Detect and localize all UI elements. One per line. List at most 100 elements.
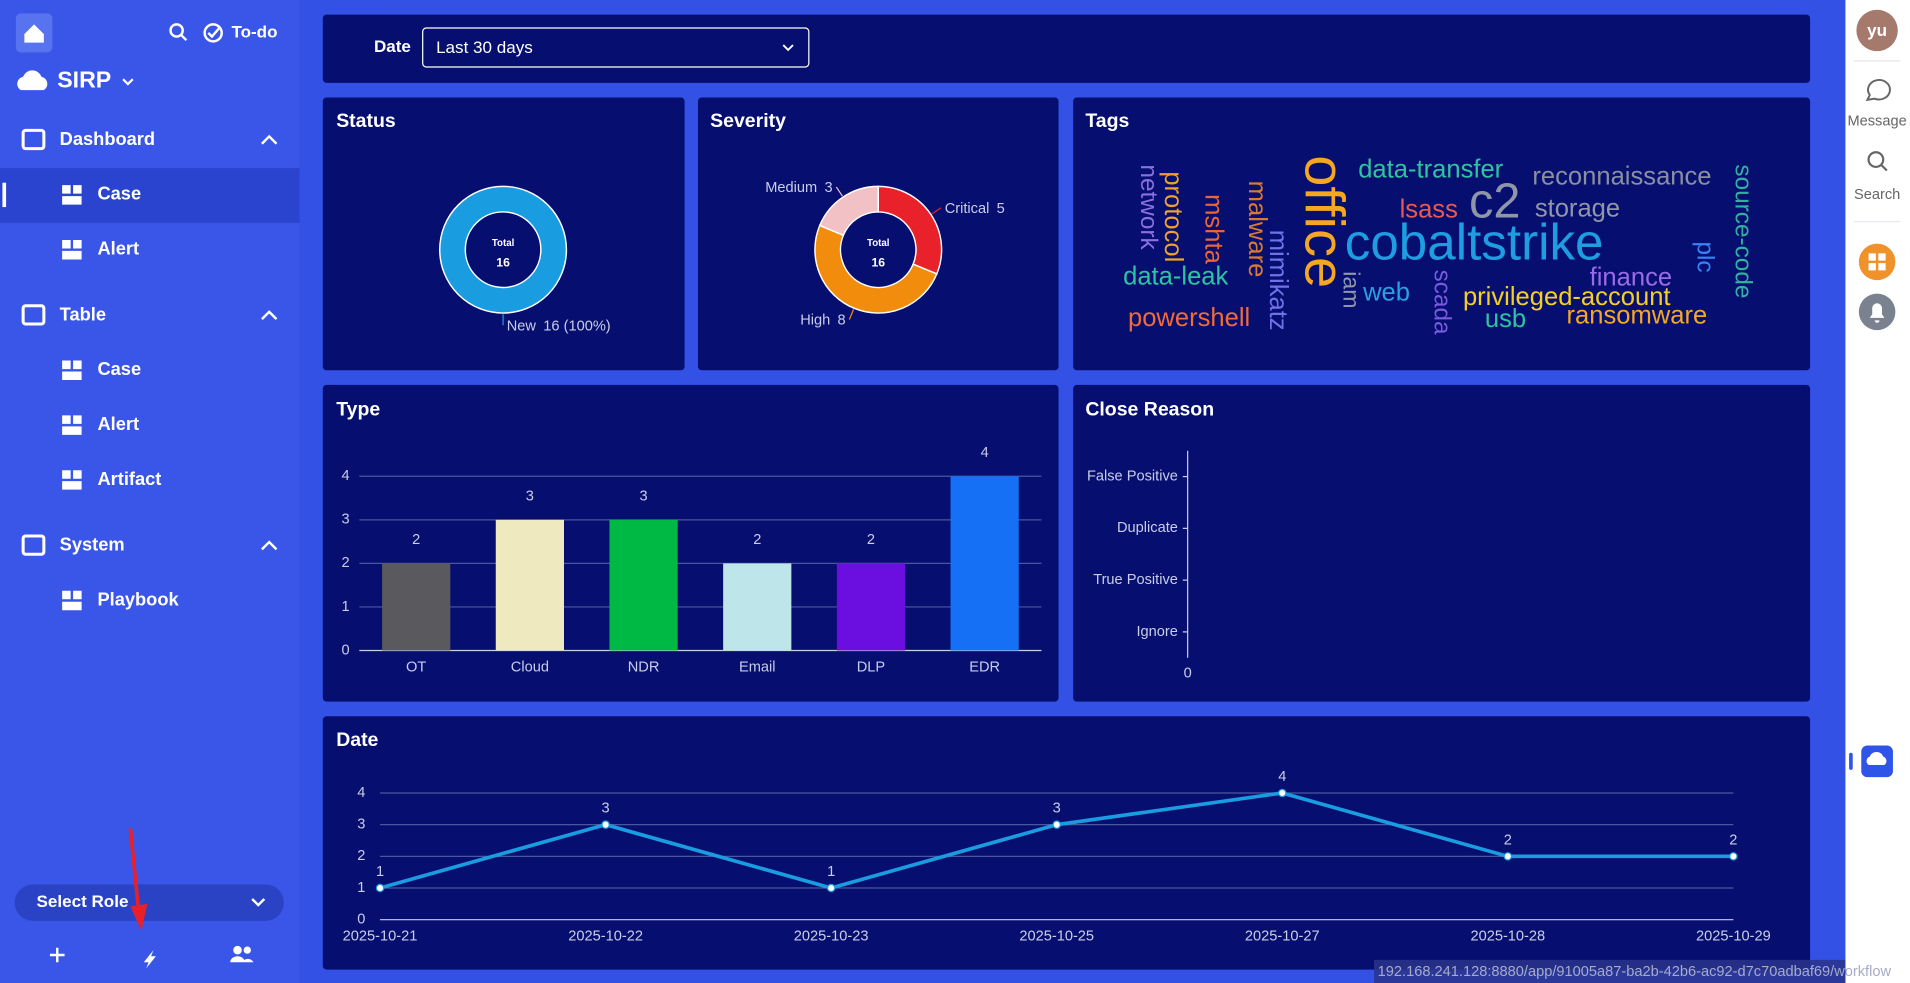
tag-word[interactable]: c2 bbox=[1469, 175, 1520, 229]
date-select[interactable] bbox=[422, 27, 810, 68]
tag-word[interactable]: source-code bbox=[1729, 164, 1756, 298]
app-marker bbox=[1849, 752, 1853, 770]
collapse-caret[interactable] bbox=[261, 540, 278, 551]
magic-button[interactable] bbox=[143, 950, 156, 969]
collapse-caret[interactable] bbox=[261, 134, 278, 145]
bar[interactable] bbox=[495, 519, 564, 651]
data-point[interactable] bbox=[1052, 820, 1061, 829]
y-tick-label: False Positive bbox=[1087, 468, 1178, 484]
status-url: 192.168.241.128:8880/app/91005a87-ba2b-4… bbox=[1378, 964, 1892, 980]
x-tick-label: Cloud bbox=[511, 659, 549, 675]
tag-word[interactable]: data-leak bbox=[1123, 262, 1228, 290]
tag-word[interactable]: plc bbox=[1692, 241, 1719, 272]
nav-item[interactable]: Playbook bbox=[97, 588, 179, 609]
role-select[interactable] bbox=[14, 884, 284, 921]
x-tick-label: Email bbox=[739, 659, 776, 675]
tags-panel bbox=[1073, 97, 1811, 371]
status-panel bbox=[322, 97, 685, 371]
tag-word[interactable]: mimikatz bbox=[1264, 230, 1292, 331]
panel-title: Status bbox=[336, 110, 396, 132]
bar[interactable] bbox=[836, 563, 906, 651]
bar[interactable] bbox=[950, 476, 1019, 651]
bar[interactable] bbox=[723, 563, 792, 651]
active-item bbox=[0, 168, 300, 223]
tag-word[interactable]: mshta bbox=[1199, 194, 1227, 264]
x-tick-label: 2025-10-21 bbox=[343, 929, 418, 945]
panel-title: Date bbox=[336, 729, 378, 751]
y-tick-label: 1 bbox=[357, 880, 365, 896]
annotation-arrow bbox=[128, 828, 141, 914]
x-tick-label: 2025-10-22 bbox=[568, 929, 643, 945]
search-icon[interactable] bbox=[1867, 151, 1885, 168]
slice-name: Critical bbox=[945, 201, 990, 217]
donut-center-label: Total bbox=[867, 238, 890, 249]
tag-word[interactable]: office bbox=[1294, 155, 1357, 288]
section-label[interactable]: Dashboard bbox=[60, 128, 155, 149]
y-tick-label: 2 bbox=[357, 848, 365, 864]
x-tick-label: NDR bbox=[628, 659, 660, 675]
data-point[interactable] bbox=[375, 883, 385, 893]
tag-word[interactable]: usb bbox=[1485, 305, 1526, 333]
role-caret bbox=[251, 898, 266, 907]
data-label: 2 bbox=[1504, 832, 1512, 848]
y-tick-label: 3 bbox=[341, 512, 349, 528]
tag-word[interactable]: powershell bbox=[1128, 304, 1250, 332]
section-label[interactable]: Table bbox=[60, 303, 106, 324]
tag-word[interactable]: iam bbox=[1339, 271, 1365, 308]
message-icon[interactable] bbox=[1865, 79, 1891, 102]
nav-item[interactable]: Case bbox=[97, 358, 141, 379]
annotation-arrowhead bbox=[130, 903, 148, 931]
tag-word[interactable]: ransomware bbox=[1566, 301, 1707, 329]
data-point[interactable] bbox=[826, 883, 836, 893]
nav-item[interactable]: Case bbox=[97, 183, 141, 204]
panel-title: Severity bbox=[710, 110, 786, 132]
severity-panel bbox=[697, 97, 1059, 371]
close-reason-panel bbox=[1073, 384, 1811, 702]
tag-word[interactable]: finance bbox=[1590, 264, 1672, 292]
tag-word[interactable]: data-transfer bbox=[1358, 155, 1503, 183]
search-icon[interactable] bbox=[169, 23, 184, 38]
right-bar-item[interactable]: Search bbox=[1854, 187, 1900, 203]
brand-name[interactable]: SIRP bbox=[57, 67, 111, 93]
x-tick-label: 2025-10-27 bbox=[1245, 929, 1320, 945]
nav-item[interactable]: Alert bbox=[97, 413, 139, 434]
x-tick-label: EDR bbox=[969, 659, 1000, 675]
data-point[interactable] bbox=[601, 820, 610, 829]
tag-word[interactable]: web bbox=[1362, 278, 1410, 306]
bar[interactable] bbox=[382, 563, 451, 651]
tag-word[interactable]: reconnaissance bbox=[1532, 163, 1711, 191]
role-select-text: Select Role bbox=[37, 892, 129, 911]
data-label: 1 bbox=[376, 864, 384, 880]
tag-word[interactable]: network bbox=[1135, 164, 1162, 250]
users-button[interactable] bbox=[233, 945, 242, 955]
tag-word[interactable]: lsass bbox=[1400, 195, 1458, 223]
x-tick-label: 0 bbox=[1184, 665, 1192, 681]
todo-link[interactable]: To-do bbox=[231, 22, 277, 41]
data-point[interactable] bbox=[1503, 852, 1513, 861]
tag-word[interactable]: malware bbox=[1243, 181, 1271, 278]
item-icon bbox=[62, 360, 82, 381]
data-point[interactable] bbox=[1278, 788, 1287, 798]
tag-word[interactable]: cobaltstrike bbox=[1345, 214, 1604, 271]
right-bar bbox=[1845, 0, 1910, 983]
tag-word[interactable]: protocol bbox=[1159, 171, 1187, 262]
nav-item[interactable]: Artifact bbox=[97, 468, 161, 489]
nav-item[interactable]: Alert bbox=[97, 238, 139, 259]
y-tick-label: 4 bbox=[341, 468, 349, 484]
tag-word[interactable]: privileged-account bbox=[1463, 283, 1671, 311]
add-button[interactable] bbox=[49, 947, 65, 963]
apps-button[interactable] bbox=[1858, 243, 1896, 281]
data-label: 3 bbox=[602, 801, 610, 817]
slice-value: 8 bbox=[838, 313, 846, 329]
tag-word[interactable]: storage bbox=[1535, 194, 1620, 222]
bar[interactable] bbox=[609, 519, 678, 651]
y-tick-label: 3 bbox=[357, 817, 365, 833]
avatar[interactable] bbox=[1856, 9, 1898, 52]
panel-title: Close Reason bbox=[1085, 399, 1214, 421]
section-label[interactable]: System bbox=[60, 534, 125, 555]
collapse-caret[interactable] bbox=[261, 310, 278, 321]
right-bar-item[interactable]: Message bbox=[1847, 114, 1906, 130]
todo-icon[interactable] bbox=[203, 23, 223, 43]
tag-word[interactable]: scada bbox=[1429, 270, 1456, 335]
data-point[interactable] bbox=[1729, 852, 1738, 861]
